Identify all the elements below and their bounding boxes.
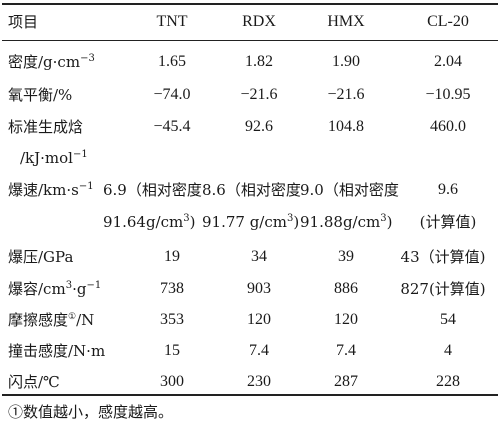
cell-impact-cl20: 4 bbox=[444, 342, 452, 359]
cell-volume-rdx: 903 bbox=[247, 280, 271, 297]
cell-volume-tnt: 738 bbox=[160, 280, 184, 297]
header-col-tnt: TNT bbox=[156, 13, 188, 30]
row-label-enthalpy-line1: 标准生成焓 bbox=[8, 118, 84, 136]
cell-oxygen-rdx: −21.6 bbox=[240, 86, 278, 103]
cell-velocity-hmx-line1: 9.0（相对密度 bbox=[300, 181, 399, 199]
cell-enthalpy-tnt: −45.4 bbox=[153, 118, 191, 135]
cell-enthalpy-rdx: 92.6 bbox=[245, 118, 273, 135]
cell-velocity-hmx-line2: 91.88g/cm3) bbox=[300, 213, 393, 231]
cell-flash-rdx: 230 bbox=[247, 373, 271, 390]
cell-enthalpy-cl20: 460.0 bbox=[430, 118, 466, 135]
cell-friction-rdx: 120 bbox=[247, 311, 271, 328]
cell-velocity-cl20-line1: 9.6 bbox=[438, 181, 458, 198]
cell-density-tnt: 1.65 bbox=[158, 53, 186, 70]
cell-density-hmx: 1.90 bbox=[332, 53, 360, 70]
table-bottom-rule bbox=[2, 394, 498, 396]
cell-friction-tnt: 353 bbox=[160, 311, 184, 328]
cell-velocity-tnt-line2: 91.64g/cm3) bbox=[103, 213, 196, 231]
cell-pressure-rdx: 34 bbox=[251, 248, 267, 265]
header-col-rdx: RDX bbox=[242, 13, 276, 30]
row-label-detonation-volume: 爆容/cm3·g−1 bbox=[8, 280, 102, 298]
cell-velocity-tnt-line1: 6.9（相对密度 bbox=[103, 181, 202, 199]
row-label-density: 密度/g·cm−3 bbox=[8, 53, 95, 71]
cell-flash-tnt: 300 bbox=[160, 373, 184, 390]
cell-pressure-tnt: 19 bbox=[164, 248, 180, 265]
footnote-marker: ① bbox=[68, 312, 77, 322]
row-label-impact-sensitivity: 撞击感度/N·m bbox=[8, 342, 106, 360]
row-label-detonation-velocity: 爆速/km·s−1 bbox=[8, 181, 94, 199]
row-label-detonation-pressure: 爆压/GPa bbox=[8, 248, 74, 266]
row-label-friction-sensitivity: 摩擦感度①/N bbox=[8, 311, 95, 329]
cell-impact-rdx: 7.4 bbox=[249, 342, 269, 359]
cell-enthalpy-hmx: 104.8 bbox=[328, 118, 364, 135]
cell-flash-cl20: 228 bbox=[436, 373, 460, 390]
table-footnote: ①数值越小，感度越高。 bbox=[8, 403, 174, 421]
cell-oxygen-hmx: −21.6 bbox=[327, 86, 365, 103]
row-label-flash-point: 闪点/℃ bbox=[8, 373, 60, 391]
row-label-oxygen-balance: 氧平衡/% bbox=[8, 86, 73, 104]
cell-impact-hmx: 7.4 bbox=[336, 342, 356, 359]
cell-oxygen-tnt: −74.0 bbox=[153, 86, 191, 103]
cell-volume-hmx: 886 bbox=[334, 280, 358, 297]
header-col-cl20: CL-20 bbox=[427, 13, 469, 30]
row-label-enthalpy-line2: /kJ·mol−1 bbox=[20, 149, 88, 167]
cell-velocity-rdx-line1: 8.6（相对密度 bbox=[202, 181, 301, 199]
cell-velocity-cl20-line2: (计算值) bbox=[419, 213, 477, 231]
table-header-rule bbox=[2, 40, 498, 41]
header-col-hmx: HMX bbox=[327, 13, 365, 30]
cell-density-rdx: 1.82 bbox=[245, 53, 273, 70]
cell-velocity-rdx-line2: 91.77 g/cm3) bbox=[202, 213, 300, 231]
cell-volume-cl20: 827(计算值) bbox=[400, 280, 486, 298]
header-label: 项目 bbox=[8, 13, 39, 31]
cell-density-cl20: 2.04 bbox=[434, 53, 462, 70]
cell-friction-cl20: 54 bbox=[440, 311, 456, 328]
cell-friction-hmx: 120 bbox=[334, 311, 358, 328]
cell-oxygen-cl20: −10.95 bbox=[425, 86, 471, 103]
cell-impact-tnt: 15 bbox=[164, 342, 180, 359]
table-top-rule bbox=[2, 3, 498, 5]
cell-flash-hmx: 287 bbox=[334, 373, 358, 390]
cell-pressure-cl20: 43（计算值) bbox=[400, 248, 486, 266]
cell-pressure-hmx: 39 bbox=[338, 248, 354, 265]
